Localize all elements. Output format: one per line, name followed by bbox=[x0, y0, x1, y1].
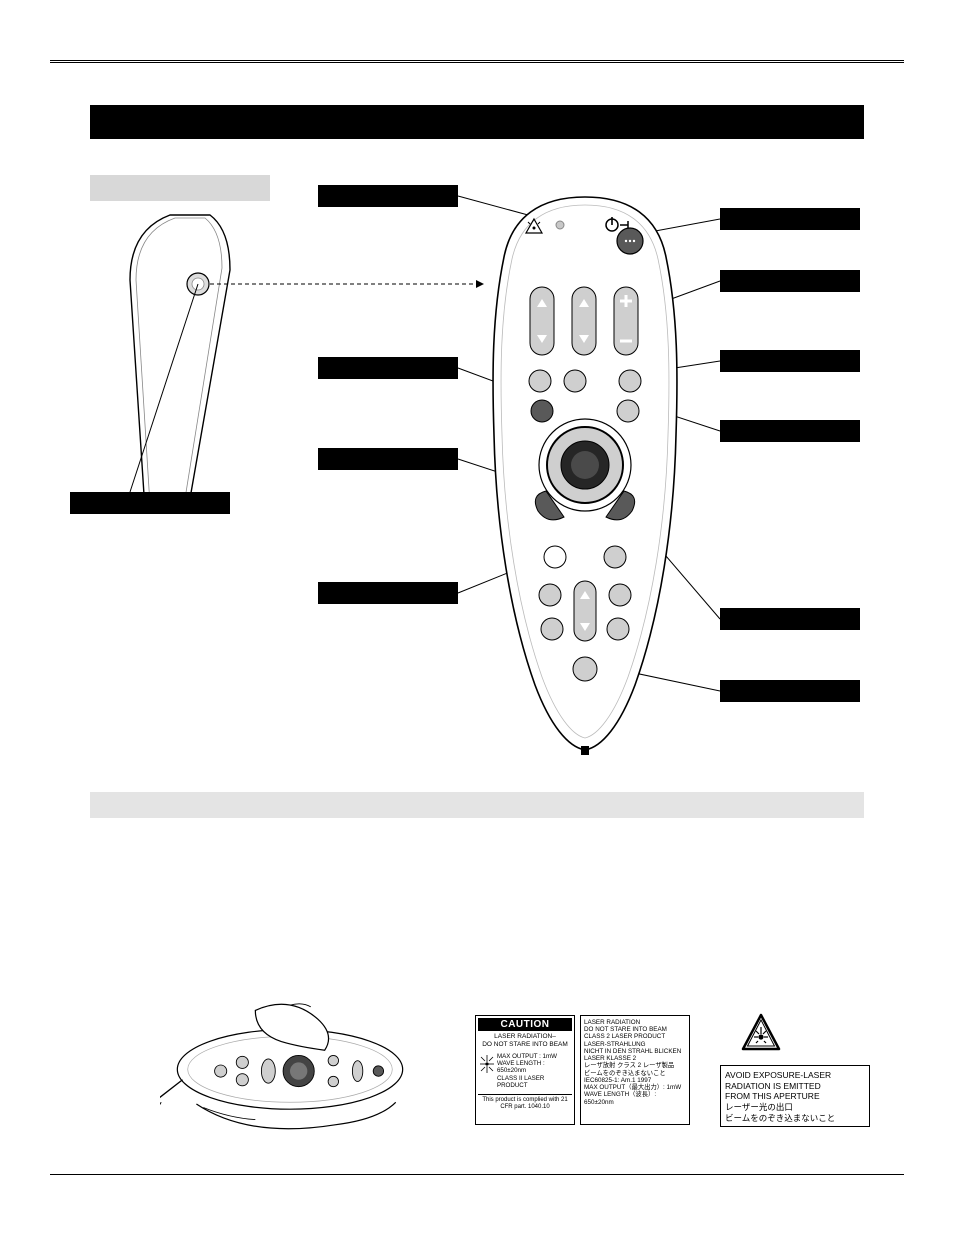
enter-label bbox=[720, 420, 860, 442]
rocker-left[interactable] bbox=[530, 287, 554, 355]
caution-footer: This product is complied with 21 CFR par… bbox=[478, 1094, 572, 1111]
indicator-led bbox=[556, 221, 564, 229]
laser-burst-icon bbox=[478, 1053, 495, 1075]
blank-label bbox=[720, 350, 860, 372]
lower-grid-2[interactable] bbox=[609, 584, 631, 606]
cursor-label bbox=[720, 608, 860, 630]
enter-right-button[interactable] bbox=[617, 400, 639, 422]
aperture-warning-box: AVOID EXPOSURE-LASER RADIATION IS EMITTE… bbox=[720, 1065, 870, 1127]
input-button[interactable] bbox=[531, 400, 553, 422]
laser-section-heading bbox=[90, 792, 864, 818]
remote-side-view bbox=[90, 210, 255, 510]
front-view-heading bbox=[90, 175, 270, 201]
caution-line: LASER RADIATION– bbox=[494, 1033, 556, 1040]
input-label bbox=[318, 357, 458, 379]
aperture-line: AVOID EXPOSURE-LASER bbox=[725, 1070, 831, 1080]
auto-label bbox=[720, 680, 860, 702]
caution-heading: CAUTION bbox=[478, 1018, 572, 1031]
wire-jack bbox=[581, 746, 589, 755]
cursor-disc-assembly bbox=[539, 419, 631, 511]
lower-grid-3[interactable] bbox=[541, 618, 563, 640]
menu-label bbox=[318, 448, 458, 470]
aperture-line: ビームをのぞき込まないこと bbox=[725, 1113, 835, 1123]
caution-label-left: CAUTION LASER RADIATION– DO NOT STARE IN… bbox=[475, 1015, 575, 1125]
aperture-line: レーザー光の出口 bbox=[725, 1102, 793, 1112]
aperture-line: RADIATION IS EMITTED bbox=[725, 1081, 821, 1091]
volume-label bbox=[720, 270, 860, 292]
laser-emit-label bbox=[318, 185, 458, 207]
bottom-rule bbox=[50, 1174, 904, 1175]
mute-button[interactable] bbox=[544, 546, 566, 568]
caution-line: WAVE LENGTH（波長）: 650±20nm bbox=[584, 1091, 656, 1105]
caution-line: LASER-STRAHLUNG bbox=[584, 1041, 646, 1048]
power-label bbox=[720, 208, 860, 230]
caution-line: レーザ放射 クラス 2 レーザ製品 bbox=[584, 1062, 674, 1069]
lower-grid-1[interactable] bbox=[539, 584, 561, 606]
section-title-bar bbox=[90, 105, 864, 139]
hand-holding-remote bbox=[160, 990, 420, 1140]
caution-label-right: LASER RADIATION DO NOT STARE INTO BEAM C… bbox=[580, 1015, 690, 1125]
round-button-1[interactable] bbox=[529, 370, 551, 392]
lower-grid-4[interactable] bbox=[607, 618, 629, 640]
remote-front-view bbox=[480, 195, 690, 755]
lower-button-r[interactable] bbox=[604, 546, 626, 568]
caution-line: NICHT IN DEN STRAHL BLICKEN bbox=[584, 1048, 681, 1055]
caution-line: CLASS 2 LASER PRODUCT bbox=[584, 1033, 665, 1040]
caution-line: LASER RADIATION bbox=[584, 1019, 640, 1026]
caution-line: WAVE LENGTH : 650±20nm bbox=[497, 1060, 545, 1074]
side-button-label bbox=[70, 492, 230, 514]
caution-line: ビームをのぞき込まないこと bbox=[584, 1070, 666, 1077]
lower-rocker[interactable] bbox=[574, 581, 596, 641]
caution-line: IEC60825-1: Am.1 1997 bbox=[584, 1077, 651, 1084]
top-rule bbox=[50, 60, 904, 63]
rocker-volume[interactable] bbox=[614, 287, 638, 355]
aperture-line: FROM THIS APERTURE bbox=[725, 1091, 820, 1101]
caution-line: MAX OUTPUT : 1mW bbox=[497, 1053, 557, 1060]
rocker-center[interactable] bbox=[572, 287, 596, 355]
caution-line: DO NOT STARE INTO BEAM bbox=[482, 1041, 568, 1048]
laser-warning-triangle-icon bbox=[740, 1012, 782, 1054]
mute-label bbox=[318, 582, 458, 604]
caution-line: CLASS II LASER PRODUCT bbox=[497, 1075, 544, 1089]
round-button-2[interactable] bbox=[564, 370, 586, 392]
caution-line: DO NOT STARE INTO BEAM bbox=[584, 1026, 667, 1033]
round-button-blank[interactable] bbox=[619, 370, 641, 392]
auto-button[interactable] bbox=[573, 657, 597, 681]
